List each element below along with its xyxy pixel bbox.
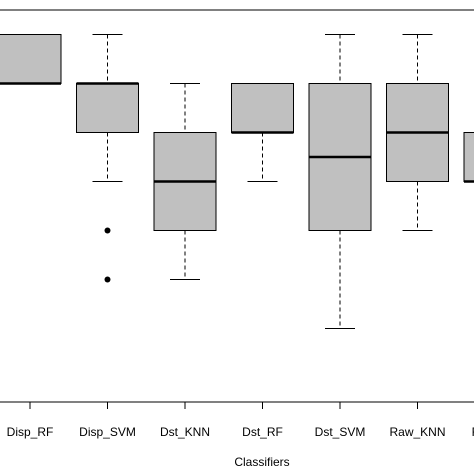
iqr-box (231, 83, 294, 133)
x-tick-label: Dst_KNN (160, 425, 210, 439)
x-tick-label: Raw_RF (472, 425, 474, 439)
x-tick-label: Dst_RF (242, 425, 283, 439)
box-group (0, 34, 62, 85)
box-group (231, 83, 294, 182)
iqr-box (0, 34, 62, 84)
x-tick-label: Disp_RF (7, 425, 54, 439)
x-tick-label: Dst_SVM (315, 425, 366, 439)
outlier-point (104, 276, 111, 283)
box-group (463, 132, 474, 183)
iqr-box (463, 132, 474, 182)
box-group (308, 34, 372, 329)
plot-frame (0, 9, 474, 403)
x-axis-title: Classifiers (234, 455, 289, 469)
iqr-box (76, 83, 139, 133)
x-axis: Disp_RF Disp_SVM Dst_KNN Dst_RF Dst_SVM Raw_K… (0, 401, 474, 439)
boxes-layer (0, 34, 474, 329)
x-tick-label: Raw_KNN (389, 425, 445, 439)
x-tick-label: Disp_SVM (79, 425, 136, 439)
box-group (386, 34, 449, 231)
box-group (76, 34, 139, 283)
box-group (153, 83, 217, 280)
outlier-point (104, 227, 111, 234)
